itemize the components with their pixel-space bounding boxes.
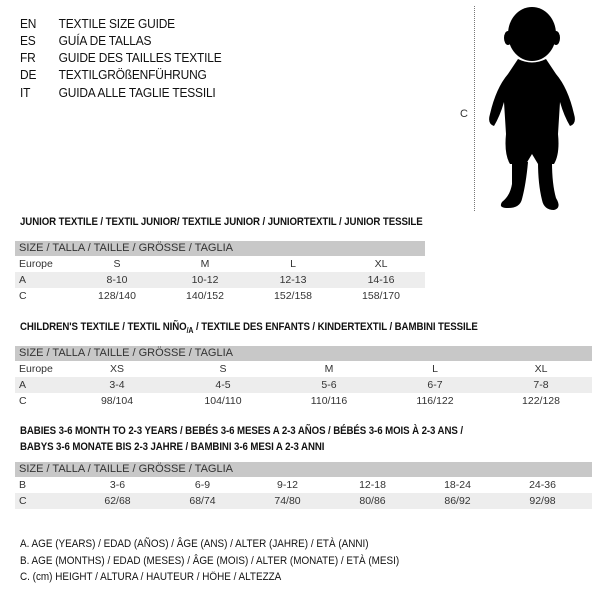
table-row: B 3-6 6-9 9-12 12-18 18-24 24-36 bbox=[19, 479, 556, 491]
babies-title-line1: BABIES 3-6 MONTH TO 2-3 YEARS / BEBÉS 3-… bbox=[20, 425, 463, 437]
height-label: C bbox=[460, 108, 468, 120]
lang-de: DE TEXTILGRÖßENFÜHRUNG bbox=[20, 67, 207, 82]
height-dotted-line bbox=[474, 6, 475, 211]
table-header: SIZE / TALLA / TAILLE / GRÖSSE / TAGLIA bbox=[15, 241, 425, 256]
table-row: C 62/68 68/74 74/80 80/86 86/92 92/98 bbox=[15, 493, 592, 509]
child-silhouette-icon bbox=[489, 7, 575, 210]
lang-it: IT GUIDA ALLE TAGLIE TESSILI bbox=[20, 85, 216, 100]
table-row: Europe S M L XL bbox=[19, 258, 388, 270]
table-header: SIZE / TALLA / TAILLE / GRÖSSE / TAGLIA bbox=[15, 346, 592, 361]
junior-title: JUNIOR TEXTILE / TEXTIL JUNIOR/ TEXTILE … bbox=[20, 216, 423, 228]
children-size-table: SIZE / TALLA / TAILLE / GRÖSSE / TAGLIA … bbox=[15, 346, 592, 409]
junior-size-table: SIZE / TALLA / TAILLE / GRÖSSE / TAGLIA … bbox=[15, 241, 425, 304]
lang-en: EN TEXTILE SIZE GUIDE bbox=[20, 16, 175, 31]
legend-c: C. (cm) HEIGHT / ALTURA / HAUTEUR / HÖHE… bbox=[20, 571, 282, 583]
babies-size-table: SIZE / TALLA / TAILLE / GRÖSSE / TAGLIA … bbox=[15, 462, 592, 509]
table-row: A 8-10 10-12 12-13 14-16 bbox=[15, 272, 425, 288]
lang-es: ES GUÍA DE TALLAS bbox=[20, 33, 152, 48]
table-row: C 98/104 104/110 110/116 116/122 122/128 bbox=[19, 395, 560, 407]
legend-a: A. AGE (YEARS) / EDAD (AÑOS) / ÂGE (ANS)… bbox=[20, 538, 369, 550]
legend-b: B. AGE (MONTHS) / EDAD (MESES) / ÂGE (MO… bbox=[20, 555, 400, 567]
table-row: A 3-4 4-5 5-6 6-7 7-8 bbox=[15, 377, 592, 393]
table-row: C 128/140 140/152 152/158 158/170 bbox=[19, 290, 400, 302]
lang-fr: FR GUIDE DES TAILLES TEXTILE bbox=[20, 50, 222, 65]
table-header: SIZE / TALLA / TAILLE / GRÖSSE / TAGLIA bbox=[15, 462, 592, 477]
children-title: CHILDREN'S TEXTILE / TEXTIL NIÑO/A / TEX… bbox=[20, 321, 478, 336]
table-row: Europe XS S M L XL bbox=[19, 363, 548, 375]
babies-title-line2: BABYS 3-6 MONATE BIS 2-3 JAHRE / BAMBINI… bbox=[20, 441, 325, 453]
